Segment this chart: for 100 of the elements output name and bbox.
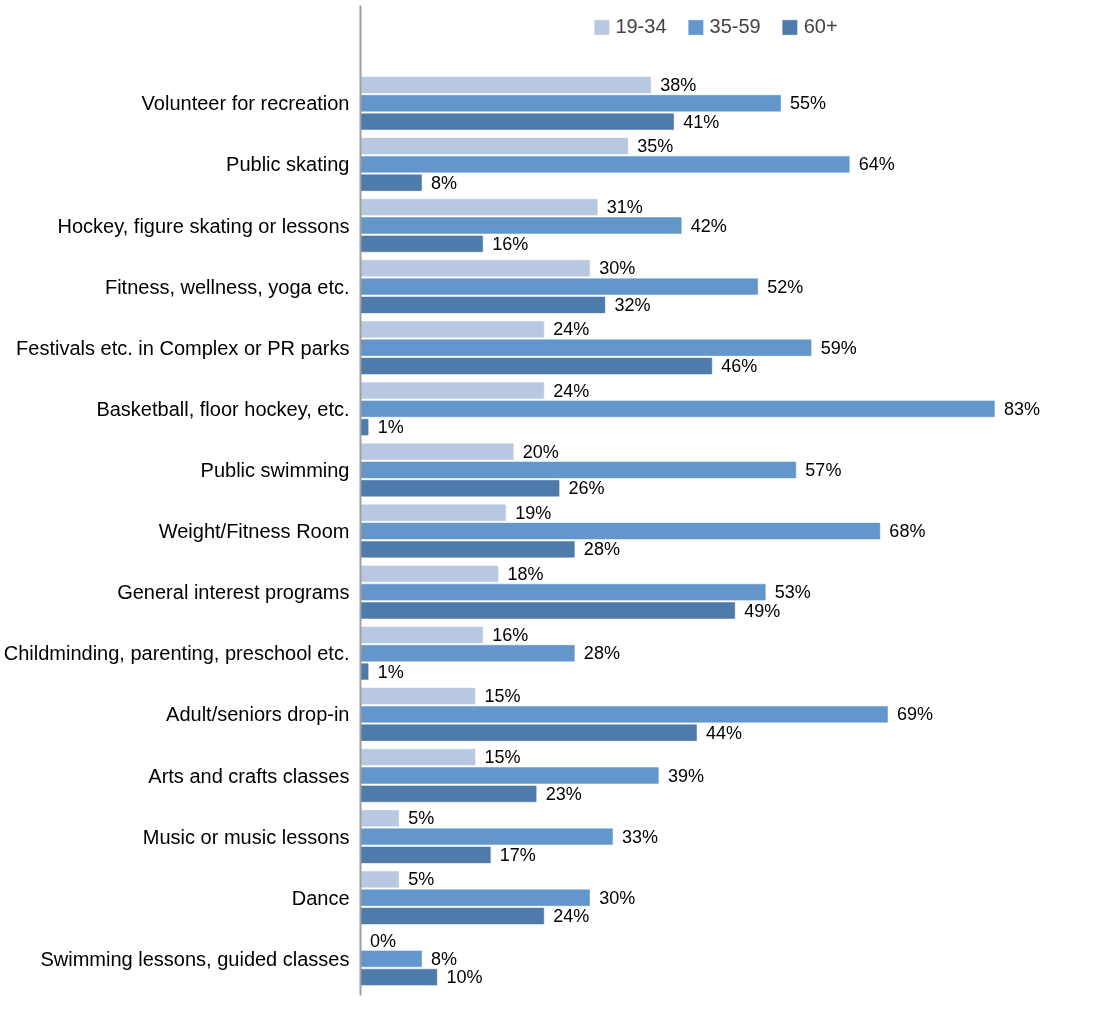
data-label: 44% [706,722,743,743]
legend-label: 19-34 [615,15,667,38]
legend-label: 35-59 [709,15,761,38]
bar [360,357,713,375]
data-label: 24% [553,380,590,401]
bar [360,968,438,986]
data-label: 17% [499,844,536,865]
data-label: 53% [774,582,811,603]
bar [360,339,812,356]
bar [360,217,682,234]
data-label: 18% [507,563,544,584]
data-label: 16% [492,233,529,254]
data-label: 46% [721,356,758,377]
data-label: 5% [408,869,435,890]
data-label: 33% [622,826,659,847]
bar [360,645,575,662]
y-tick-label: General interest programs [117,581,350,604]
bar [360,137,629,155]
y-tick-label: Public skating [226,153,350,176]
bar [360,565,499,583]
bar [360,810,399,827]
y-tick-label: Fitness, wellness, yoga etc. [104,275,350,298]
y-tick-label: Hockey, figure skating or lessons [57,214,350,237]
data-label: 32% [614,294,651,315]
data-label: 30% [599,887,636,908]
bar [360,748,476,766]
bar [360,706,888,723]
bar [360,522,881,540]
bar [360,846,491,864]
y-tick-label: Arts and crafts classes [148,764,350,787]
bar [360,663,369,680]
data-label: 19% [515,502,552,523]
data-label: 35% [637,136,674,157]
data-label: 69% [897,704,934,725]
y-tick-label: Public swimming [200,458,350,481]
bar [360,76,651,94]
bar [360,907,545,925]
bar [360,174,422,191]
bar [360,156,850,173]
data-label: 30% [599,258,636,279]
bar [360,198,598,216]
data-label: 0% [370,930,397,951]
data-label: 24% [553,319,590,340]
data-label: 1% [377,417,404,438]
data-label: 28% [583,643,620,664]
data-label: 59% [820,337,857,358]
bar [360,889,590,906]
bar [360,950,422,968]
bar [360,321,545,338]
y-tick-label: Music or music lessons [142,825,350,848]
y-tick-label: Weight/Fitness Room [158,520,350,543]
data-label: 52% [767,276,804,297]
bar [360,443,514,460]
bar [360,785,537,803]
bar [360,461,797,479]
bar [360,504,506,521]
bar [360,418,369,436]
data-label: 8% [431,948,458,969]
data-label: 57% [805,459,842,480]
bar [360,260,590,277]
legend-label: 60+ [803,15,838,38]
data-label: 15% [484,747,521,768]
bar [360,687,476,705]
data-label: 10% [446,967,483,988]
bar [360,95,781,112]
bar [360,767,659,784]
bar [360,113,674,130]
bar [360,871,399,888]
data-label: 64% [858,154,895,175]
y-tick-label: Festivals etc. in Complex or PR parks [16,336,350,359]
bar [360,828,613,845]
y-tick-label: Dance [291,886,350,909]
data-label: 20% [522,441,559,462]
data-label: 38% [660,74,697,95]
data-label: 68% [889,521,926,542]
data-label: 39% [667,765,704,786]
bar [360,541,575,558]
data-label: 8% [431,172,458,193]
data-label: 16% [492,624,529,645]
data-label: 28% [583,539,620,560]
bar [360,235,483,253]
data-label: 55% [790,93,827,114]
bar [360,583,766,601]
bar [360,400,995,418]
data-label: 15% [484,686,521,707]
data-label: 1% [377,661,404,682]
bar [360,602,735,619]
y-tick-label: Swimming lessons, guided classes [40,947,350,970]
y-tick-label: Adult/seniors drop-in [166,703,350,726]
y-tick-label: Basketball, floor hockey, etc. [96,397,350,420]
bar [360,278,758,295]
data-label: 49% [744,600,781,621]
bar [360,296,606,314]
data-label: 26% [568,478,605,499]
data-label: 5% [408,808,435,829]
data-label: 83% [1003,398,1040,419]
bar [360,626,483,644]
y-tick-label: Childminding, parenting, preschool etc. [3,642,350,665]
y-tick-label: Volunteer for recreation [141,92,350,115]
data-label: 42% [690,215,727,236]
